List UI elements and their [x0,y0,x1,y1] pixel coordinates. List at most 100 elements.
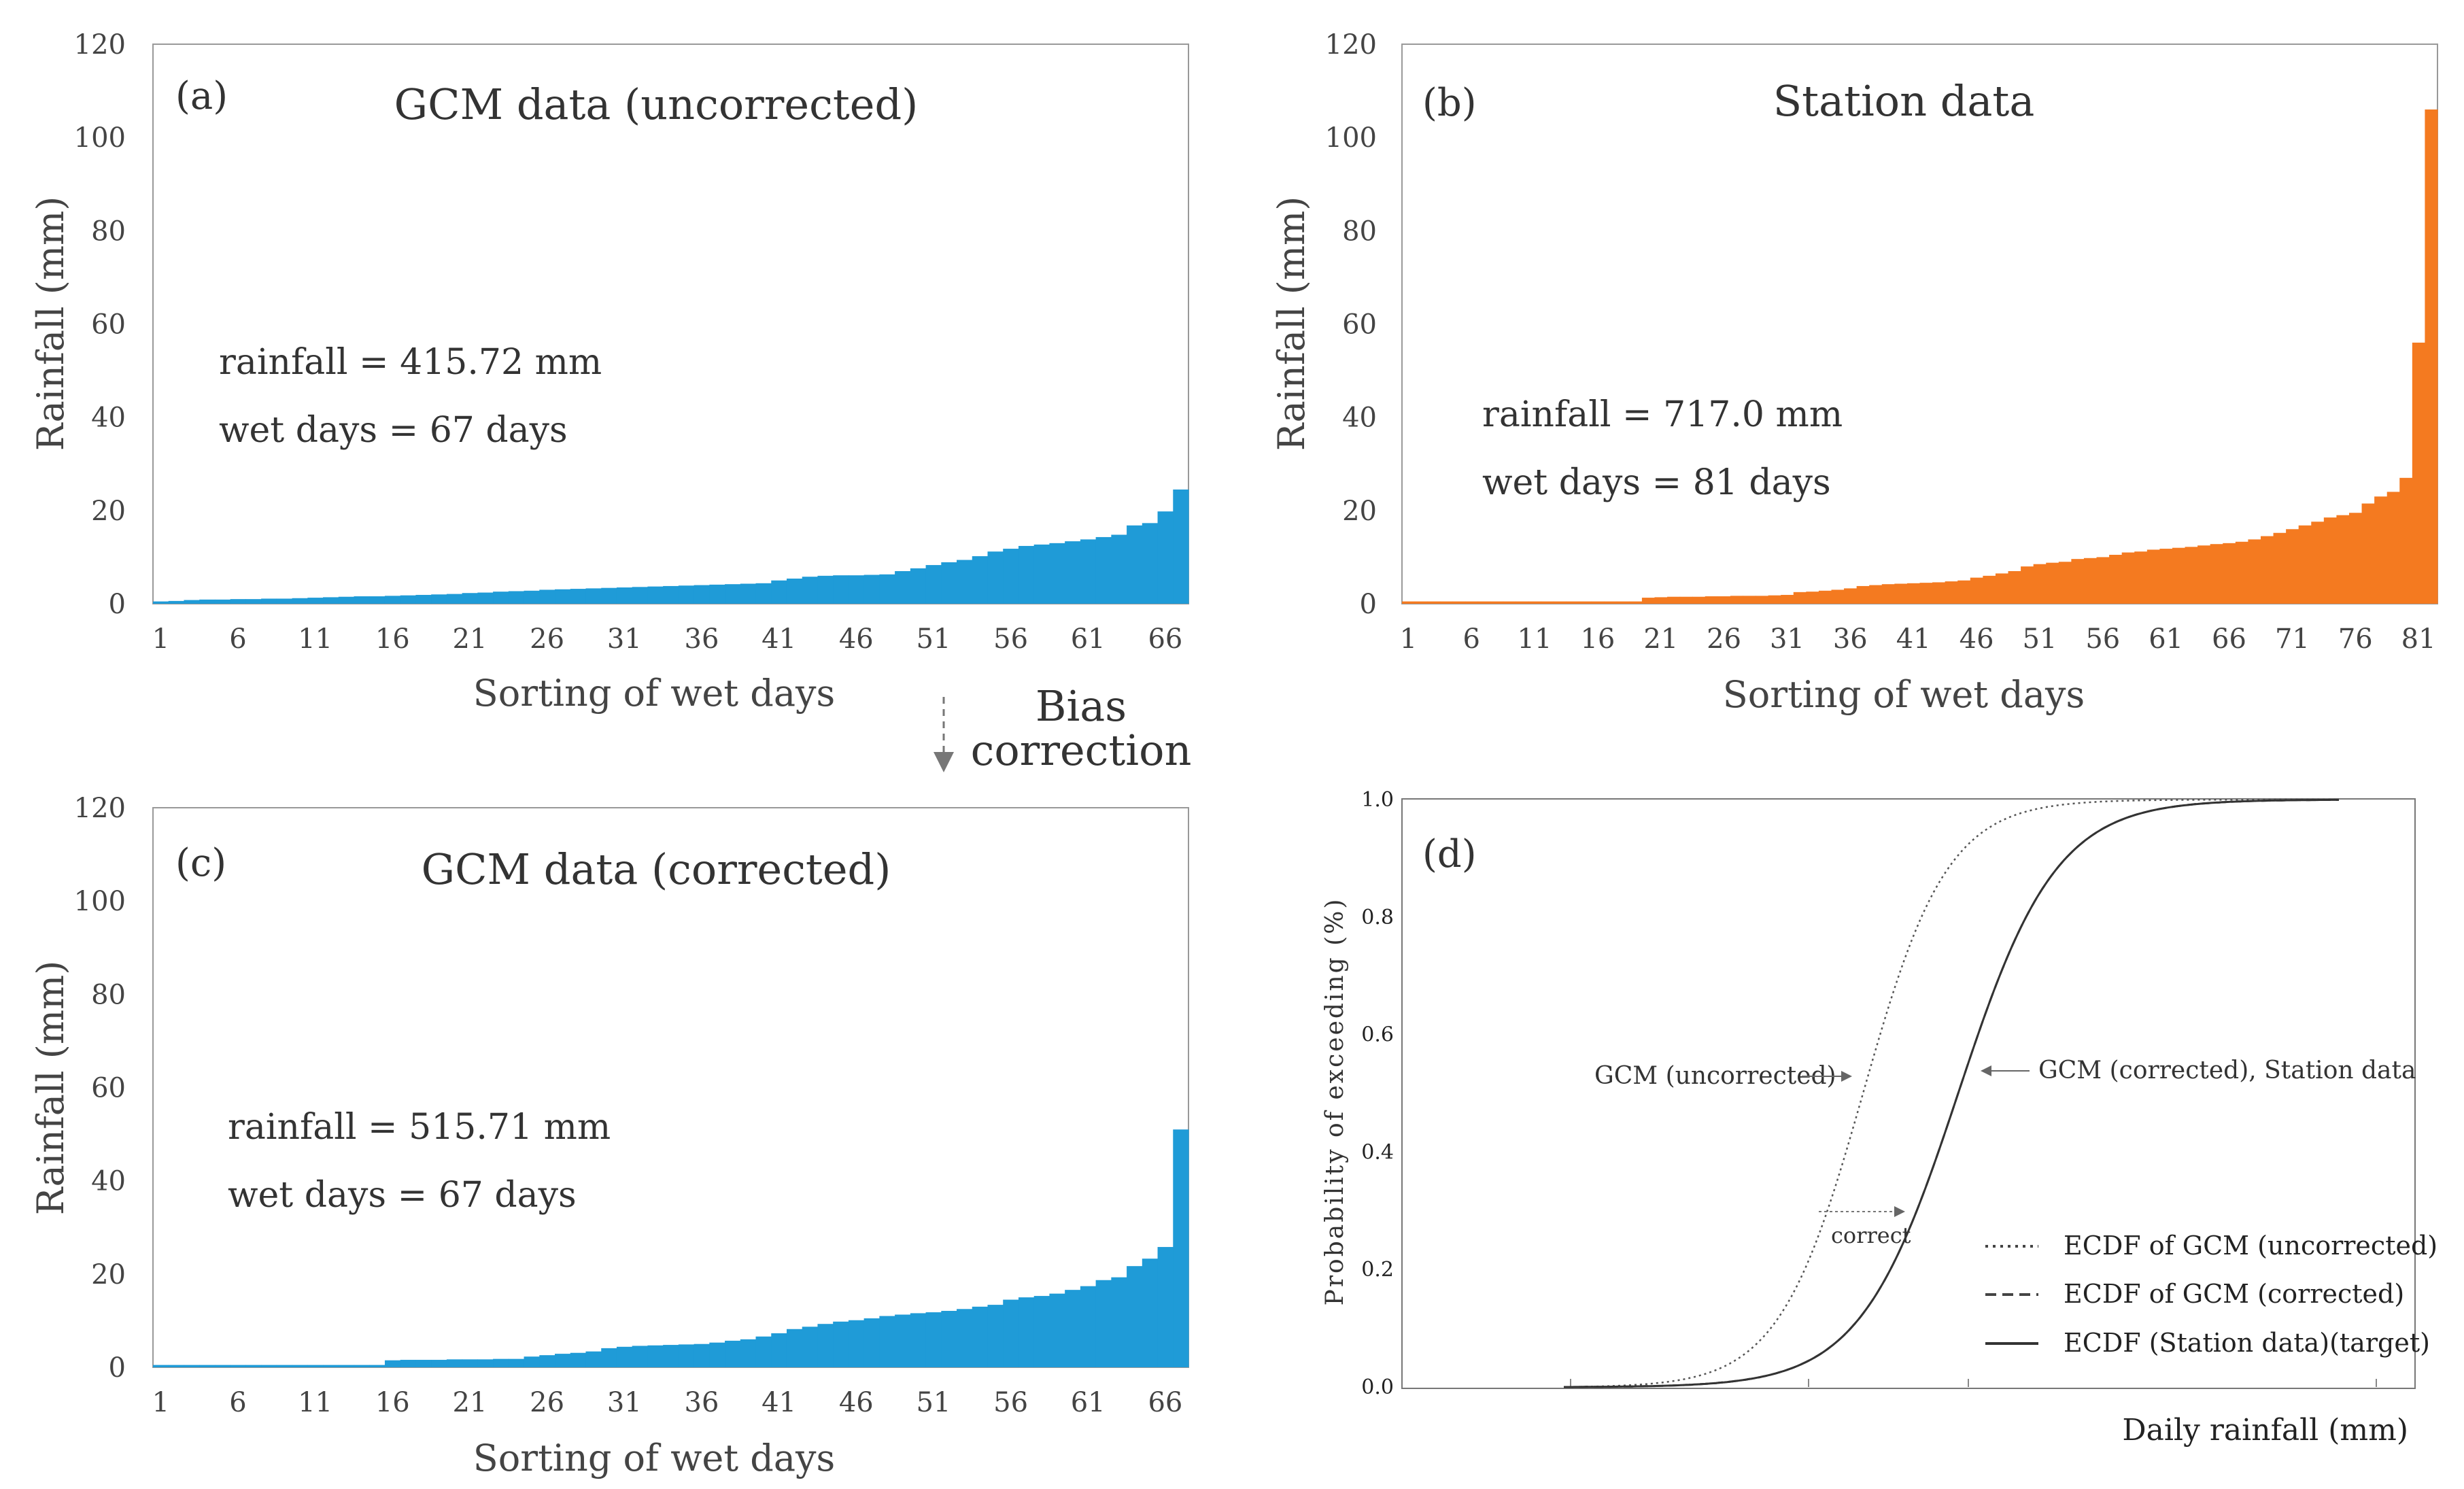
bar-c-63 [1111,1277,1127,1367]
bar-a-19 [431,594,447,604]
bar-a-56 [1003,549,1019,604]
bar-b-77 [2361,503,2375,604]
bar-c-45 [833,1321,849,1367]
bar-b-18 [1616,601,1630,604]
y-tick-label-a-5: 100 [74,122,126,154]
bar-b-43 [1932,582,1946,604]
bar-a-17 [400,595,417,604]
bar-c-49 [895,1314,911,1367]
bar-c-32 [632,1346,648,1367]
panel-d-correct-annotation: correct [1831,1222,1911,1248]
bar-b-1 [1402,601,1416,604]
panel-c-title: GCM data (corrected) [422,844,891,894]
y-tick-label-c-1: 20 [91,1259,126,1290]
bar-b-67 [2235,541,2248,604]
bar-a-38 [725,584,741,604]
bar-c-22 [477,1359,494,1367]
bar-c-10 [292,1365,308,1367]
bar-a-20 [446,594,463,604]
bar-b-2 [1414,601,1428,604]
panel-d-corrected-annotation: GCM (corrected), Station data [2038,1057,2416,1084]
x-tick-label-c-9: 46 [839,1387,874,1418]
bar-a-16 [384,596,401,604]
bar-b-70 [2273,532,2287,604]
panel-b-y-ticks: 0 20 40 60 80 100 120 [1325,29,1377,620]
panel-a-wetdays-annotation: wet days = 67 days [219,410,568,451]
bar-b-75 [2336,515,2350,604]
bar-b-35 [1831,589,1845,604]
panel-b-title: Station data [1773,76,2035,126]
bar-c-39 [740,1339,757,1367]
d-y-tick-label-2: 0.4 [1361,1140,1394,1164]
bar-c-41 [771,1333,787,1367]
x-tick-label-c-11: 56 [993,1387,1028,1418]
bar-b-74 [2323,517,2338,604]
bar-b-73 [2311,521,2325,604]
d-y-tick-label-0: 0.0 [1361,1375,1394,1399]
bar-b-38 [1869,585,1883,604]
y-tick-label-c-3: 60 [91,1073,126,1104]
panel-d-x-axis-title: Daily rainfall (mm) [2122,1413,2408,1448]
bar-b-82 [2425,109,2438,604]
panel-a-title: GCM data (uncorrected) [394,80,919,129]
y-tick-label-b-6: 120 [1325,29,1377,61]
bar-c-35 [678,1344,695,1367]
x-tick-label-b-11: 56 [2085,623,2120,655]
panel-d-y-axis-title: Probability of exceeding (%) [1321,897,1349,1306]
bar-a-44 [817,575,834,604]
x-tick-label-c-7: 36 [685,1387,719,1418]
bar-b-80 [2399,477,2413,604]
panel-d-legend: ECDF of GCM (uncorrected) ECDF of GCM (c… [1985,1231,2437,1358]
bar-a-2 [168,600,185,604]
bar-a-30 [601,587,617,604]
bar-b-33 [1806,592,1819,604]
y-tick-label-a-3: 60 [91,309,126,341]
bar-a-31 [616,587,633,604]
y-tick-label-b-2: 40 [1342,403,1377,434]
x-tick-label-b-4: 21 [1643,623,1678,655]
panel-d-uncorrected-annotation: GCM (uncorrected) [1594,1062,1836,1090]
bar-c-36 [694,1343,710,1367]
bar-b-57 [2109,554,2123,604]
bar-c-11 [307,1365,324,1367]
bar-a-59 [1049,543,1065,604]
bar-b-49 [2008,570,2021,604]
bar-b-61 [2159,549,2173,604]
bar-c-44 [817,1324,834,1367]
bar-c-56 [1003,1299,1019,1367]
bar-b-65 [2210,544,2223,604]
bar-c-57 [1018,1297,1035,1368]
bar-b-66 [2223,543,2236,604]
bar-c-66 [1157,1247,1174,1367]
bar-b-5 [1452,601,1466,604]
x-tick-label-a-0: 1 [152,623,169,655]
bar-c-50 [910,1313,927,1367]
bar-a-65 [1142,523,1159,604]
bar-c-12 [323,1365,339,1367]
bar-a-63 [1111,534,1127,604]
y-tick-label-a-2: 40 [91,403,126,434]
panel-d-x-ticks [1570,1379,2377,1387]
d-y-tick-label-3: 0.6 [1361,1023,1394,1047]
x-tick-label-c-4: 21 [453,1387,487,1418]
bar-c-54 [972,1306,989,1367]
bar-c-33 [647,1345,664,1367]
bar-a-58 [1033,544,1050,604]
x-tick-label-a-7: 36 [685,623,719,655]
bar-b-59 [2134,551,2148,604]
bar-c-13 [338,1365,355,1367]
bar-c-31 [616,1346,633,1367]
x-tick-label-c-3: 16 [375,1387,410,1418]
bar-b-12 [1541,601,1554,604]
panel-b-rainfall-annotation: rainfall = 717.0 mm [1482,394,1843,435]
x-tick-label-b-10: 51 [2022,623,2057,655]
panel-d-curve-station [1564,798,2339,1388]
x-tick-label-b-7: 36 [1833,623,1868,655]
bar-c-18 [415,1360,432,1367]
bar-b-72 [2298,525,2312,604]
bar-c-55 [987,1305,1004,1367]
bar-b-26 [1717,596,1731,604]
